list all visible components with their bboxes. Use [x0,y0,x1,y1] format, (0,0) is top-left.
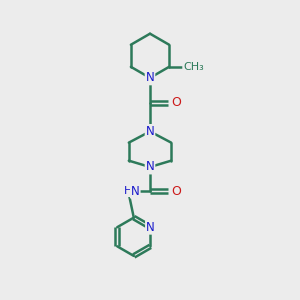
Text: O: O [171,184,181,198]
Text: N: N [146,71,154,84]
Text: N: N [146,125,154,138]
Text: CH₃: CH₃ [183,62,204,72]
Text: H: H [124,186,132,196]
Text: N: N [146,221,155,234]
Text: N: N [131,184,140,198]
Text: N: N [146,160,154,173]
Text: O: O [171,96,181,110]
